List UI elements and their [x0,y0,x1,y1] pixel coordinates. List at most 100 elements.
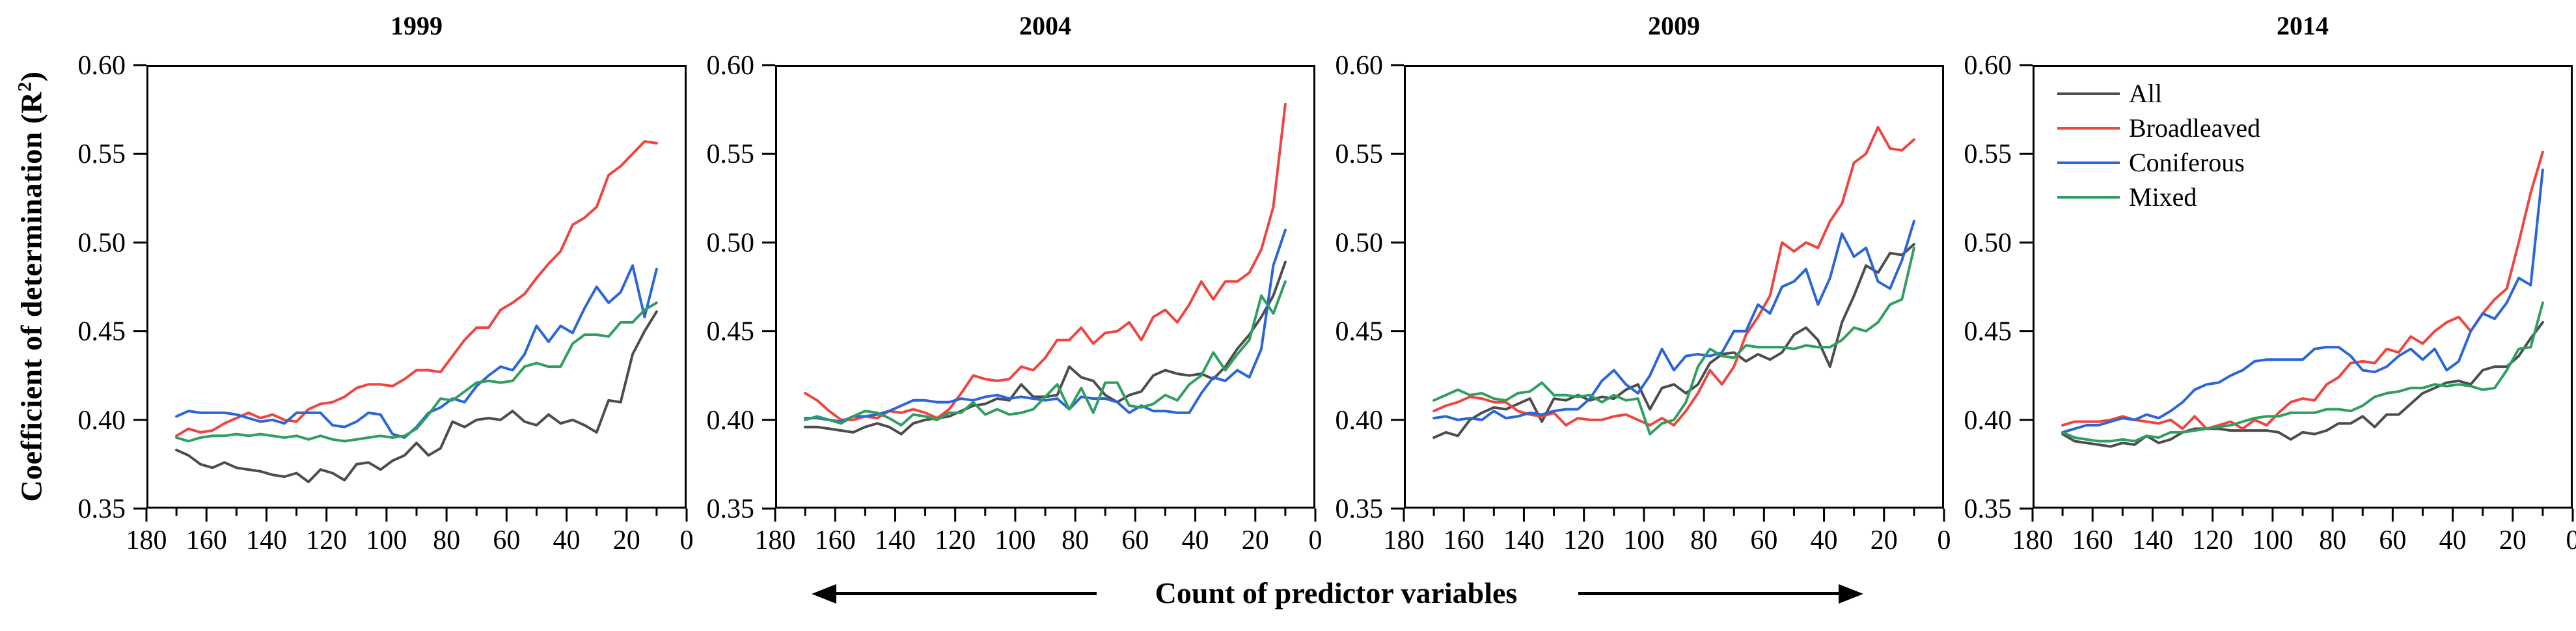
y-tick-label: 0.35 [1336,494,1384,524]
x-tick-label: 180 [1384,526,1425,555]
series-line-coniferous [804,229,1287,423]
legend-item-broadleaved: Broadleaved [2057,114,2260,143]
x-tick-label: 120 [2192,526,2233,555]
x-tick-label: 160 [2072,526,2113,555]
x-tick-label: 100 [2252,526,2293,555]
y-tick-label: 0.45 [78,317,126,347]
x-tick-label: 180 [755,526,796,555]
y-axis-title-text: Coefficient of determination (R [14,91,48,502]
x-tick-label: 60 [1750,526,1777,555]
legend-item-coniferous: Coniferous [2057,148,2260,177]
x-axis-left-arrow [812,583,1097,604]
y-tick-label: 0.60 [1336,51,1384,81]
y-tick-label: 0.35 [1964,494,2012,524]
legend-label-mixed: Mixed [2129,182,2197,212]
x-tick-label: 60 [1121,526,1149,555]
y-tick-label: 0.55 [1964,139,2012,169]
x-tick-label: 0 [2566,526,2576,555]
x-tick-label: 120 [1563,526,1604,555]
series-line-all [2061,321,2544,448]
legend-line-mixed [2057,196,2120,199]
y-tick-label: 0.45 [707,317,755,347]
x-tick-label: 100 [366,526,407,555]
panel-title-2009: 2009 [1648,11,1700,40]
y-tick-label: 0.60 [78,51,126,81]
y-tick-label: 0.50 [707,228,755,258]
x-tick-label: 40 [1182,526,1209,555]
x-tick-label: 0 [680,526,694,555]
x-tick-label: 140 [875,526,916,555]
x-tick-label: 160 [186,526,227,555]
legend-line-all [2057,92,2120,95]
x-tick-label: 80 [1690,526,1718,555]
y-tick-label: 0.35 [78,494,126,524]
y-tick-label: 0.40 [78,406,126,436]
panel-title-1999: 1999 [391,11,443,40]
panel-title-2004: 2004 [1019,11,1071,40]
x-tick-label: 140 [2132,526,2173,555]
x-tick-label: 80 [433,526,460,555]
y-axis-title-superscript: 2 [14,81,36,92]
series-line-coniferous [2061,168,2544,434]
y-tick-label: 0.40 [707,406,755,436]
series-line-broadleaved [2061,150,2544,430]
y-axis-title-close: ) [14,71,48,82]
x-tick-label: 160 [1444,526,1485,555]
plot-border [2033,65,2573,509]
series-line-coniferous [1432,219,1915,421]
legend-label-broadleaved: Broadleaved [2129,113,2261,143]
x-tick-label: 0 [1309,526,1322,555]
y-tick-label: 0.55 [78,139,126,169]
y-tick-label: 0.50 [1964,228,2012,258]
y-tick-label: 0.55 [1336,139,1384,169]
x-tick-label: 140 [1503,526,1544,555]
plot-border [775,65,1315,509]
legend-item-mixed: Mixed [2057,183,2260,212]
x-tick-label: 0 [1938,526,1951,555]
y-tick-label: 0.60 [1964,51,2012,81]
x-tick-label: 100 [1623,526,1664,555]
x-tick-label: 120 [306,526,347,555]
x-tick-label: 180 [126,526,167,555]
series-line-broadleaved [175,140,658,438]
legend-item-all: All [2057,79,2260,108]
x-tick-label: 60 [493,526,520,555]
series-line-broadleaved [804,102,1287,421]
legend: All Broadleaved Coniferous Mixed [2057,79,2260,212]
x-tick-label: 20 [613,526,640,555]
series-line-all [175,310,658,484]
legend-label-coniferous: Coniferous [2129,148,2245,177]
y-tick-label: 0.55 [707,139,755,169]
series-line-mixed [2061,301,2544,443]
x-tick-label: 140 [246,526,287,555]
left-arrowhead-icon [812,583,836,604]
y-tick-label: 0.50 [78,228,126,258]
y-tick-label: 0.45 [1336,317,1384,347]
x-axis-title: Count of predictor variables [1155,576,1518,610]
x-tick-label: 40 [553,526,581,555]
y-tick-label: 0.60 [707,51,755,81]
legend-label-all: All [2129,79,2163,108]
series-line-mixed [804,280,1287,427]
x-tick-label: 20 [2499,526,2527,555]
legend-line-coniferous [2057,161,2120,164]
series-line-mixed [175,301,658,443]
x-tick-label: 20 [1242,526,1269,555]
x-tick-label: 160 [815,526,856,555]
plot-border [1404,65,1944,509]
y-tick-label: 0.40 [1336,406,1384,436]
x-tick-label: 80 [2319,526,2346,555]
x-tick-label: 80 [1062,526,1089,555]
y-axis-title: Coefficient of determination (R2) [14,71,48,501]
right-arrowhead-icon [1839,583,1863,604]
x-tick-label: 180 [2012,526,2053,555]
x-tick-label: 60 [2379,526,2406,555]
plot-border [146,65,687,509]
x-tick-label: 100 [994,526,1035,555]
y-tick-label: 0.50 [1336,228,1384,258]
x-tick-label: 120 [935,526,976,555]
x-tick-label: 40 [1811,526,1838,555]
series-line-all [1432,243,1915,439]
